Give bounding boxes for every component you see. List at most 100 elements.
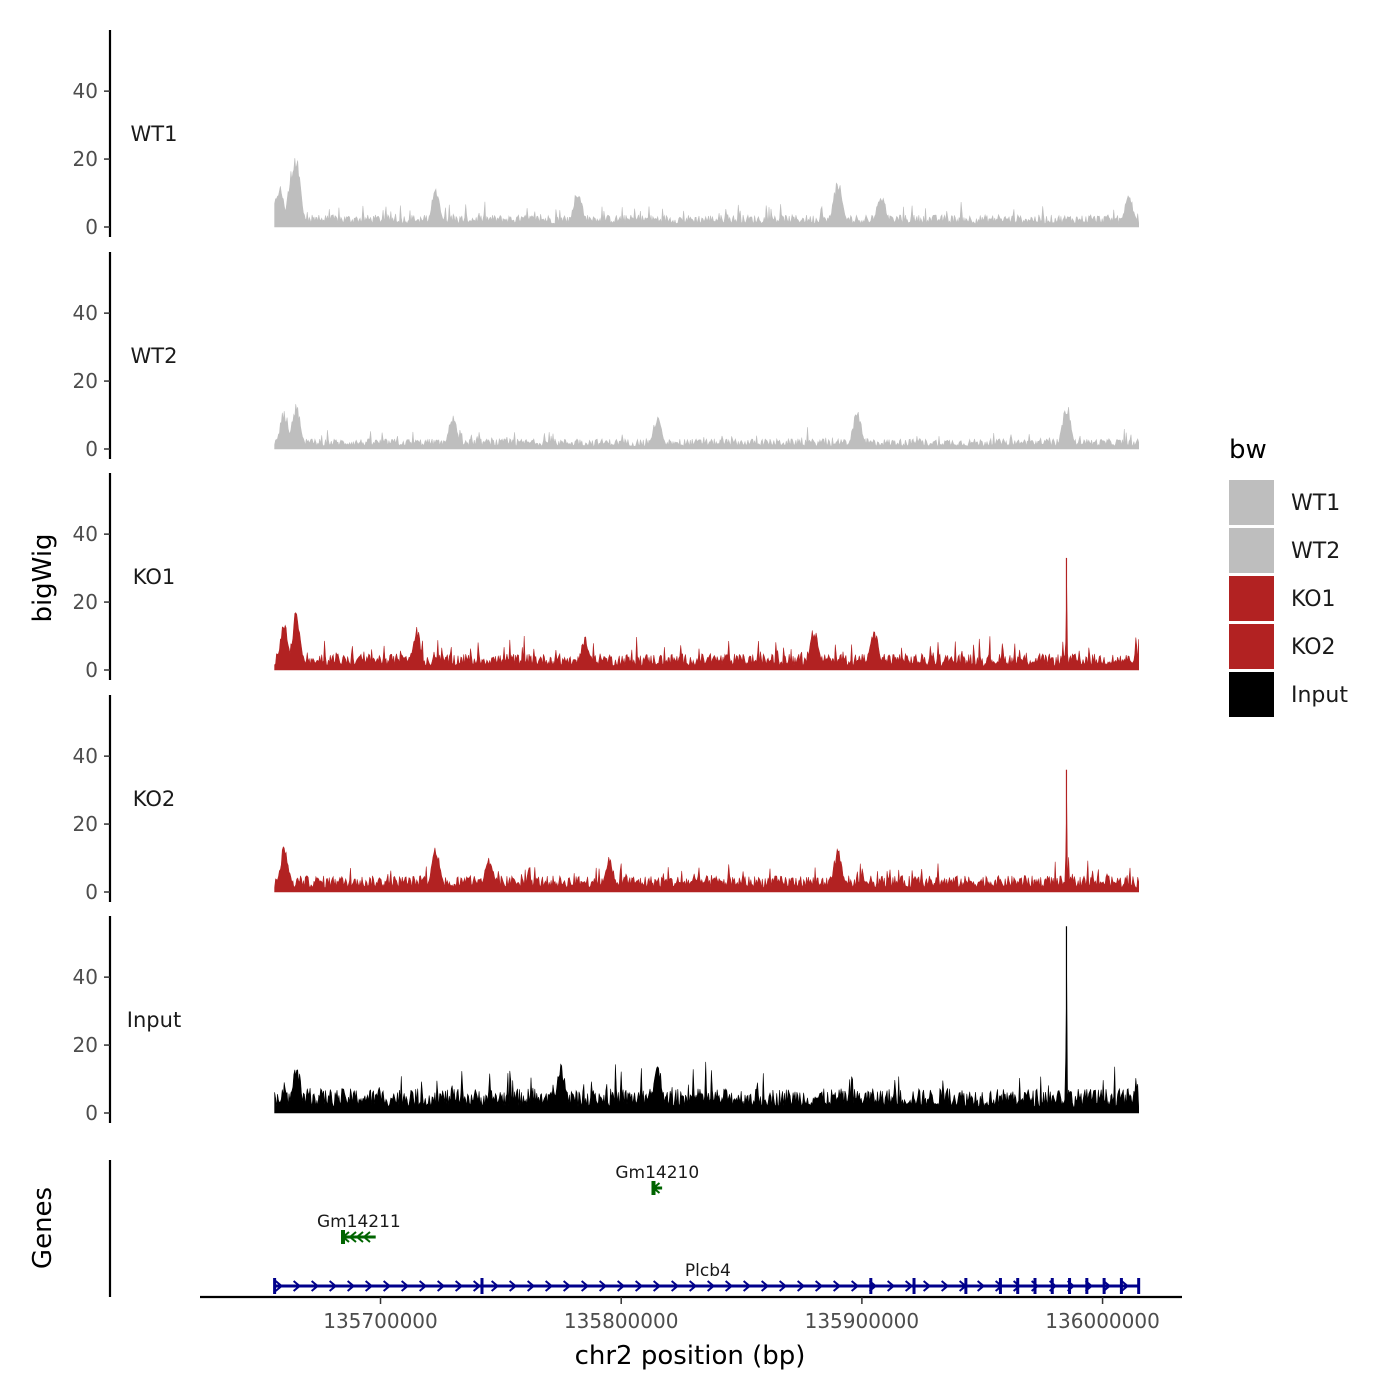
track-ko2: 0 20 40 KO2 (73, 695, 1139, 904)
signal-tracks: 0 20 40 WT1 0 20 40 WT2 0 20 40 KO1 0 20 40 KO2 0 20 40 Inp… (73, 30, 1139, 1125)
strand-arrow (355, 1231, 364, 1243)
strand-arrow (706, 1280, 716, 1292)
track-label: WT1 (131, 122, 178, 146)
exon (480, 1278, 484, 1294)
signal-area (274, 800, 1139, 893)
y-tick-label: 40 (73, 744, 98, 768)
strand-arrow (742, 1280, 752, 1292)
legend-item-wt2: WT2 (1229, 528, 1340, 573)
strand-arrow (454, 1280, 464, 1292)
exon (273, 1278, 277, 1294)
gene-gm14210: Gm14210 (615, 1163, 699, 1195)
strand-arrow (760, 1280, 770, 1292)
track-label: WT2 (131, 344, 178, 368)
exon (1119, 1278, 1123, 1294)
y-tick-label: 20 (73, 1033, 98, 1057)
y-tick-label: 20 (73, 812, 98, 836)
legend-swatch (1229, 672, 1274, 717)
exon (1137, 1278, 1141, 1294)
legend-label: Input (1291, 683, 1348, 708)
track-label: Input (127, 1008, 181, 1032)
legend-swatch (1229, 480, 1274, 525)
y-tick-label: 20 (73, 369, 98, 393)
strand-arrow (634, 1280, 644, 1292)
y-tick-label: 40 (73, 79, 98, 103)
gene-label: Plcb4 (685, 1261, 731, 1281)
strand-arrow (526, 1280, 536, 1292)
gene-plcb4: Plcb4 (273, 1261, 1141, 1294)
genes-axis-title: Genes (28, 1187, 58, 1269)
strand-arrow (580, 1280, 590, 1292)
strand-arrow (292, 1280, 302, 1292)
strand-arrow (724, 1280, 734, 1292)
legend-item-ko2: KO2 (1229, 624, 1336, 669)
strand-arrow (274, 1280, 284, 1292)
strand-arrow (328, 1280, 338, 1292)
y-tick-label: 40 (73, 522, 98, 546)
gene-label: Gm14211 (317, 1212, 401, 1232)
track-wt2: 0 20 40 WT2 (73, 252, 1139, 461)
gene-label: Gm14210 (615, 1163, 699, 1183)
y-tick-label: 0 (85, 880, 98, 904)
strand-arrow (670, 1280, 680, 1292)
y-tick-label: 20 (73, 590, 98, 614)
genes-track: Gm14210 Gm14211 Plcb4 (108, 1160, 1141, 1297)
x-tick-label: 135900000 (805, 1309, 920, 1333)
strand-arrow (778, 1280, 788, 1292)
y-tick-label: 0 (85, 658, 98, 682)
exon (1033, 1278, 1037, 1294)
strand-arrow (362, 1231, 371, 1243)
strand-arrow (886, 1280, 896, 1292)
x-axis: 135700000 135800000 135900000 136000000 (200, 1295, 1182, 1333)
strand-arrow (472, 1280, 482, 1292)
strand-arrow (436, 1280, 446, 1292)
strand-arrow (562, 1280, 572, 1292)
legend-label: KO2 (1291, 635, 1336, 660)
exon (998, 1278, 1002, 1294)
signal-area (274, 404, 1139, 450)
y-tick-label: 0 (85, 437, 98, 461)
strand-arrow (832, 1280, 842, 1292)
exon (869, 1278, 873, 1294)
strand-arrow (940, 1280, 950, 1292)
x-tick-label: 136000000 (1045, 1309, 1160, 1333)
y-tick-label: 40 (73, 301, 98, 325)
x-tick-label: 135800000 (564, 1309, 679, 1333)
exon (341, 1230, 346, 1244)
exon (1068, 1278, 1072, 1294)
strand-arrow (400, 1280, 410, 1292)
strand-arrow (1012, 1280, 1022, 1292)
strand-arrow (796, 1280, 806, 1292)
strand-arrow (310, 1280, 320, 1292)
signal-area (274, 158, 1139, 228)
legend-swatch (1229, 624, 1274, 669)
track-input: 0 20 40 Input (73, 916, 1139, 1125)
gene-gm14211: Gm14211 (317, 1212, 401, 1244)
legend-swatch (1229, 528, 1274, 573)
strand-arrow (382, 1280, 392, 1292)
strand-arrow (616, 1280, 626, 1292)
strand-arrow (814, 1280, 824, 1292)
y-tick-label: 40 (73, 965, 98, 989)
track-label: KO1 (133, 565, 176, 589)
strand-arrow (490, 1280, 500, 1292)
strand-arrow (1120, 1280, 1130, 1292)
exon (1016, 1278, 1020, 1294)
legend-item-ko1: KO1 (1229, 576, 1336, 621)
strand-arrow (652, 1280, 662, 1292)
strand-arrow (364, 1280, 374, 1292)
exon (1102, 1278, 1106, 1294)
track-ko1: 0 20 40 KO1 (73, 473, 1139, 682)
strand-arrow (688, 1280, 698, 1292)
strand-arrow (544, 1280, 554, 1292)
signal-area (274, 975, 1139, 1114)
strand-arrow (508, 1280, 518, 1292)
y-tick-label: 20 (73, 147, 98, 171)
legend-swatch (1229, 576, 1274, 621)
exon (964, 1278, 968, 1294)
track-wt1: 0 20 40 WT1 (73, 30, 1139, 239)
y-tick-label: 0 (85, 215, 98, 239)
strand-arrow (850, 1280, 860, 1292)
exon (912, 1278, 916, 1294)
